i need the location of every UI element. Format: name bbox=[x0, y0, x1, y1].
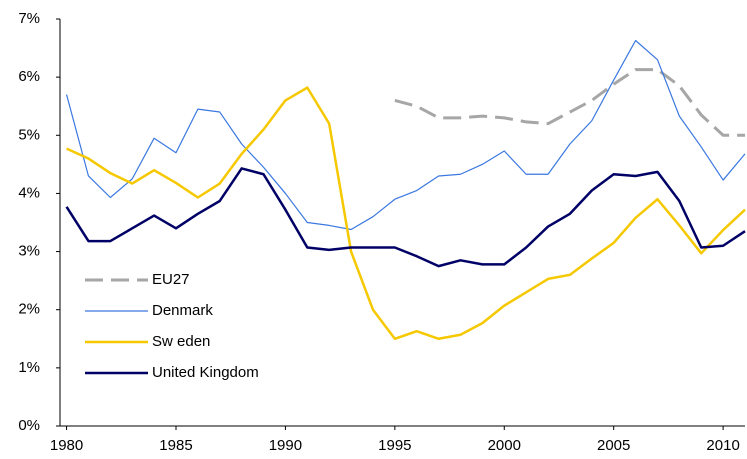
x-tick-label: 2000 bbox=[488, 437, 521, 454]
legend-label: Sw eden bbox=[152, 333, 210, 350]
legend-label: Denmark bbox=[152, 302, 213, 319]
y-tick-label: 6% bbox=[18, 68, 40, 85]
x-tick-label: 1995 bbox=[378, 437, 411, 454]
y-tick-label: 2% bbox=[18, 301, 40, 318]
series-line bbox=[394, 68, 745, 137]
x-tick-label: 1985 bbox=[159, 437, 192, 454]
y-tick-label: 4% bbox=[18, 184, 40, 201]
y-tick-label: 3% bbox=[18, 243, 40, 260]
y-tick-label: 0% bbox=[18, 417, 40, 434]
x-tick-label: 2005 bbox=[597, 437, 630, 454]
y-tick-label: 7% bbox=[18, 10, 40, 27]
x-tick-label: 1980 bbox=[50, 437, 83, 454]
y-tick-label: 5% bbox=[18, 126, 40, 143]
legend-label: EU27 bbox=[152, 271, 190, 288]
x-tick-label: 2010 bbox=[706, 437, 739, 454]
series-line bbox=[66, 86, 746, 341]
series-line bbox=[65, 39, 746, 231]
legend-label: United Kingdom bbox=[152, 364, 259, 381]
y-tick-label: 1% bbox=[18, 359, 40, 376]
series-line bbox=[65, 167, 746, 268]
x-tick-label: 1990 bbox=[269, 437, 302, 454]
